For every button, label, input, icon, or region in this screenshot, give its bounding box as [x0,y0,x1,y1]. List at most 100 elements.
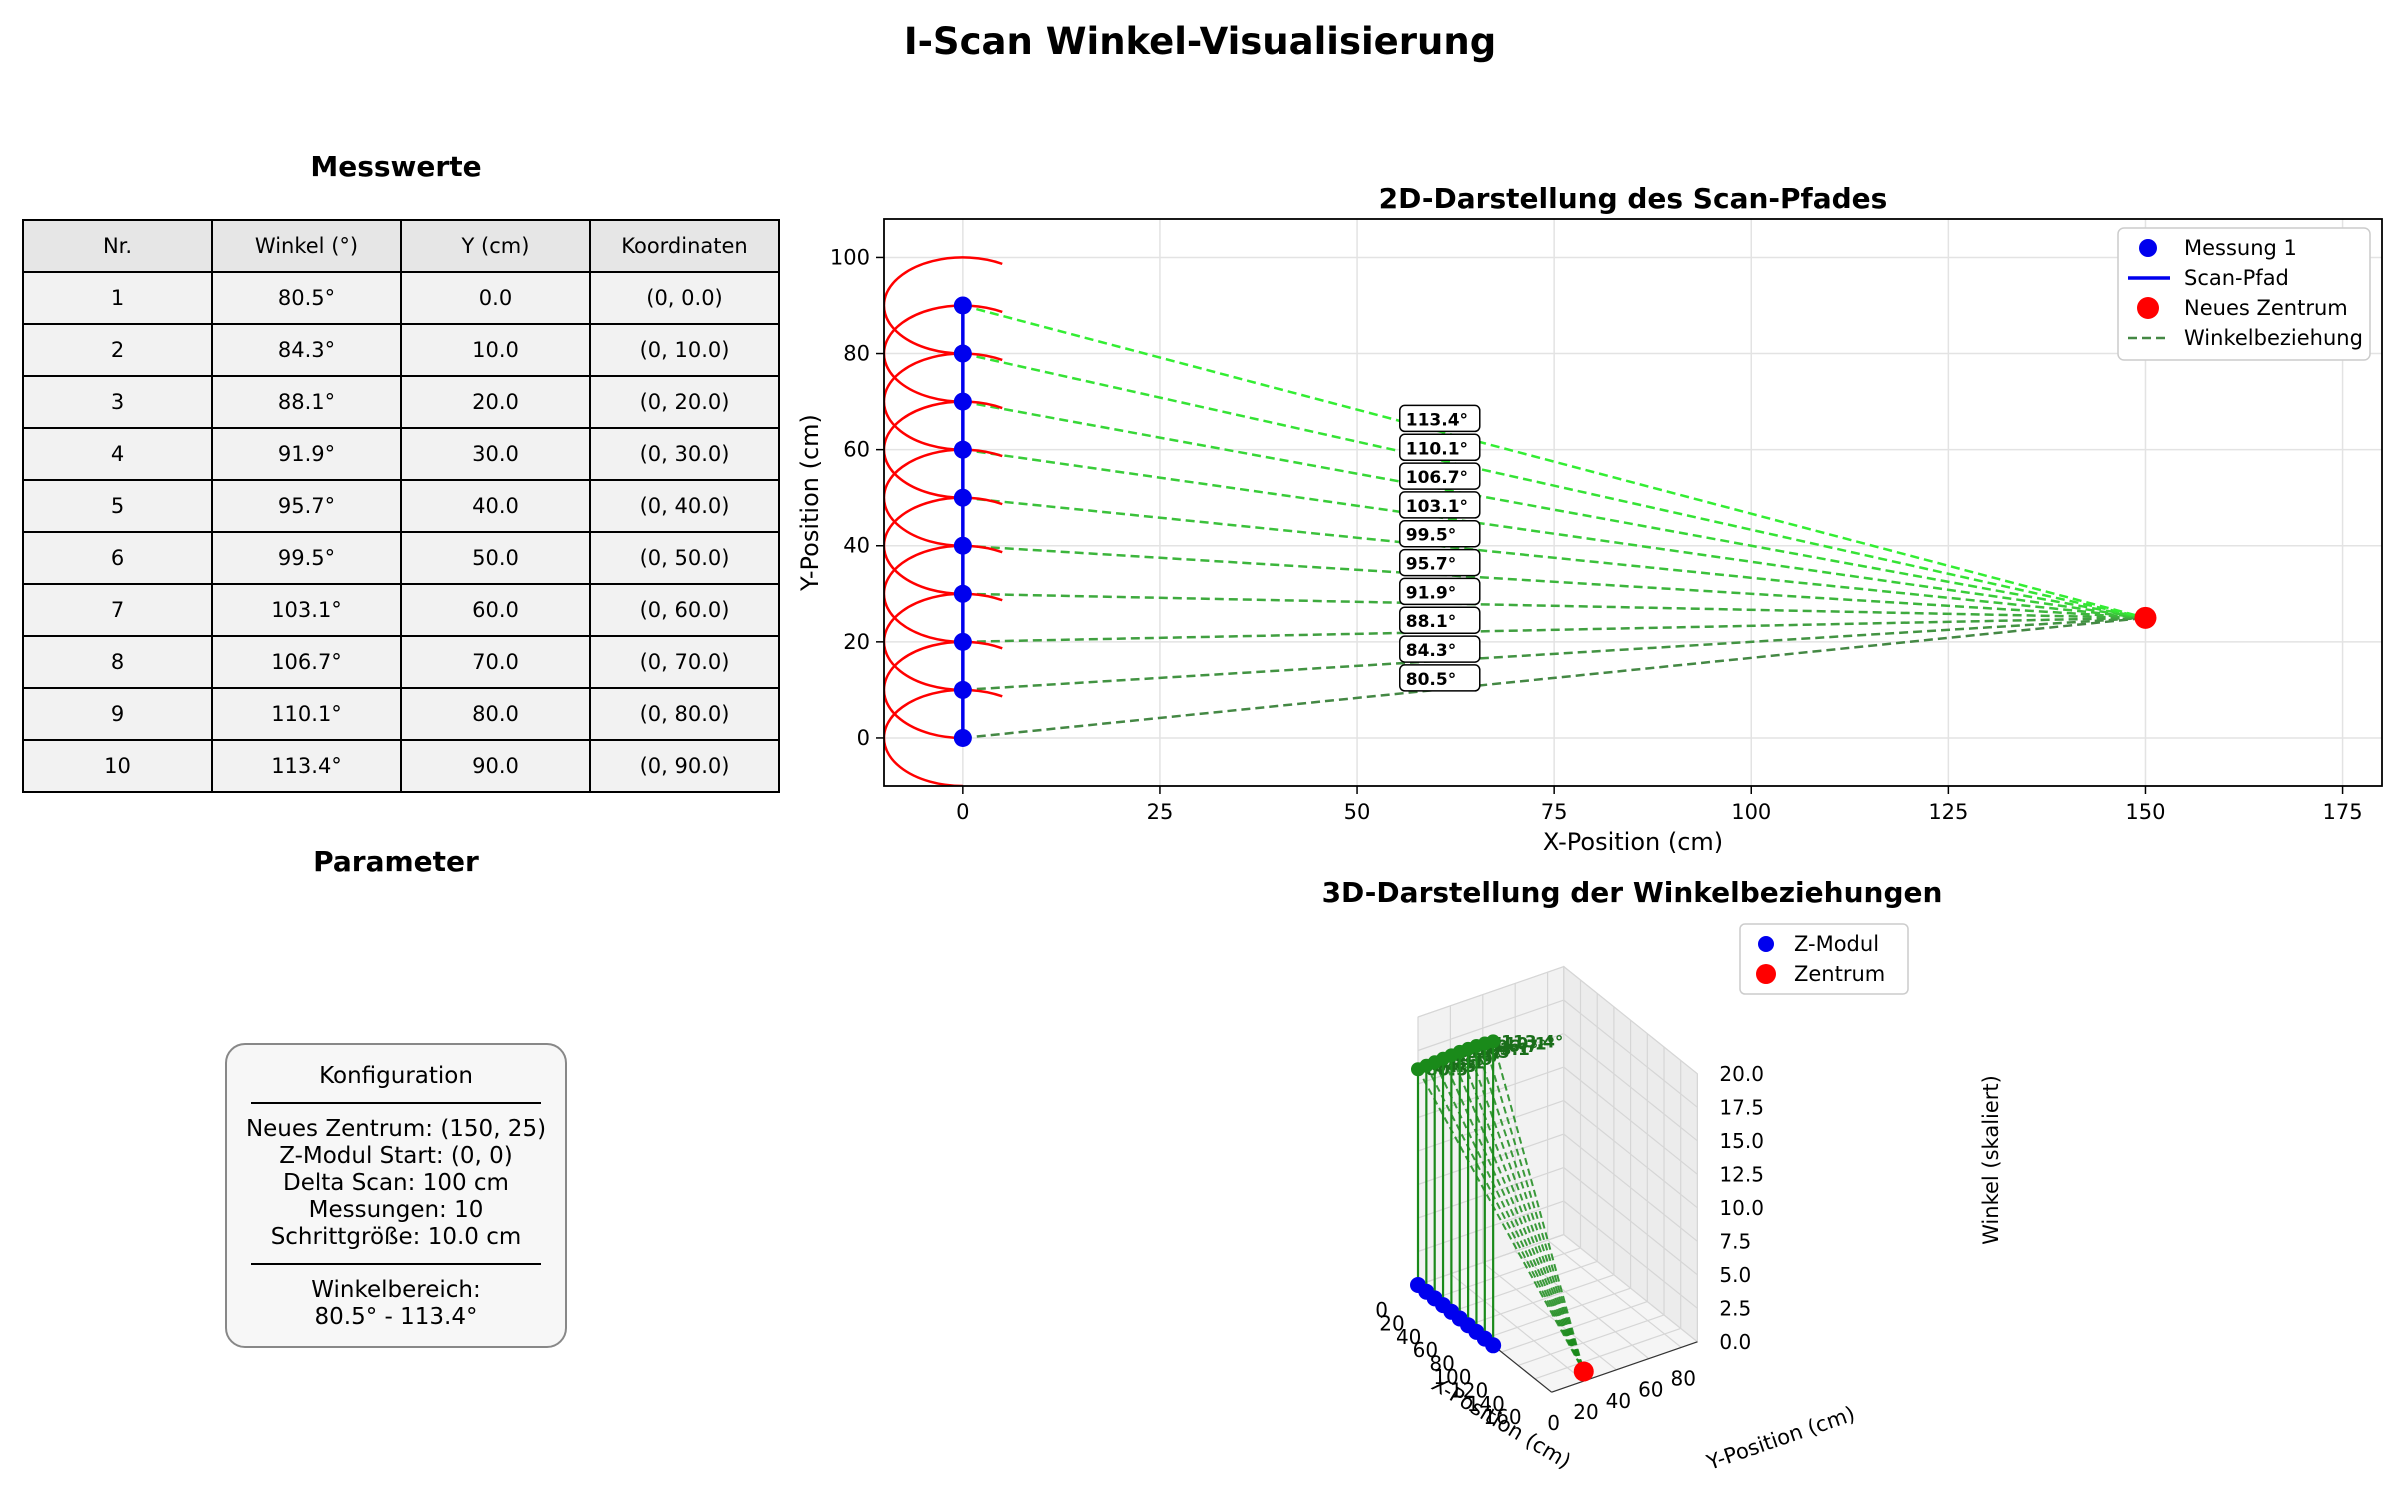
relation-line-3d [1458,1051,1585,1372]
relation-line [962,352,2146,620]
legend-box [1739,923,1909,995]
y-tick-label: 60 [843,438,870,462]
table-cell: (0, 50.0) [589,531,780,585]
z-tick-label: 0.0 [1719,1330,1751,1354]
legend-marker-point [2139,239,2157,257]
z-modul-point [1485,1337,1502,1354]
angle-label-box [1399,664,1481,692]
table-cell: 91.9° [211,427,402,481]
table-cell: (0, 20.0) [589,375,780,429]
legend-marker-center [2137,297,2159,319]
z-tick-label: 10.0 [1719,1196,1764,1220]
table-row: 6 99.5° 50.0 (0, 50.0) [22,531,780,585]
x-tick-label: 120 [1450,1378,1488,1402]
x-tick-label: 25 [1147,800,1174,824]
table-cell: 50.0 [400,531,591,585]
table-cell: 10 [22,739,213,793]
x-tick-label: 175 [2323,800,2363,824]
table-cell: 6 [22,531,213,585]
table-cell: 84.3° [211,323,402,377]
table-cell: (0, 10.0) [589,323,780,377]
x-tick-label: 40 [1396,1325,1421,1349]
table-cell: 3 [22,375,213,429]
y-tick-label: 60 [1638,1378,1663,1402]
angle-label: 84.3° [1406,641,1456,661]
relation-line-3d [1467,1048,1585,1372]
x-tick-label: 100 [1731,800,1771,824]
scan-path-2d-chart: 2D-Darstellung des Scan-Pfades 0 25 50 75 100… [796,182,2383,856]
page-title: I-Scan Winkel-Visualisierung [903,20,1497,63]
legend-label: Winkelbeziehung [2184,326,2363,350]
relation-line [962,400,2146,620]
table-cell: 80.0 [400,687,591,741]
chart-2d-title: 2D-Darstellung des Scan-Pfades [1379,182,1888,215]
table-row: 9 110.1° 80.0 (0, 80.0) [22,687,780,741]
table-cell: 60.0 [400,583,591,637]
table-cell: (0, 40.0) [589,479,780,533]
measurement-point [953,680,972,699]
table-cell: 4 [22,427,213,481]
angle-arc [884,256,1003,355]
table-cell: 7 [22,583,213,637]
grid-line-z [1417,965,1698,1075]
legend-label: Z-Modul [1794,932,1879,956]
measurement-point [953,536,972,555]
measurement-point [953,488,972,507]
relation-line-3d [1425,1065,1585,1372]
table-cell: 80.5° [211,271,402,325]
plot-area [884,256,2157,786]
angle-label-box [1399,519,1481,548]
angle-label-box [1399,404,1481,433]
measurement-point [953,584,972,603]
parameter-title: Parameter [313,845,479,878]
angle-label-box [1399,462,1481,490]
z-tick-label: 2.5 [1719,1296,1751,1320]
relation-line [962,544,2146,620]
z-tick-label: 5.0 [1719,1263,1751,1287]
relation-line [962,616,2146,740]
measurement-point [953,440,972,459]
x-tick-label: 125 [1928,800,1968,824]
angle-label: 91.9° [1406,583,1456,603]
table-cell: 70.0 [400,635,591,689]
table-cell: (0, 90.0) [589,739,780,793]
measurement-point [953,392,972,411]
angle-arc [884,448,1003,547]
center-point [2134,606,2157,629]
column-header: Winkel (°) [211,219,402,273]
legend-marker-zentrum [1756,964,1776,984]
config-line: Z-Modul Start: (0, 0) [279,1143,513,1169]
y-tick-label: 80 [1670,1366,1695,1390]
z-tick-label: 12.5 [1719,1162,1764,1186]
legend-marker-modul [1758,936,1774,952]
x-tick-label: 0 [1375,1298,1388,1322]
table-header-row: Nr. Winkel (°) Y (cm) Koordinaten [22,219,780,273]
z-tick-label: 17.5 [1719,1095,1764,1119]
table-cell: 5 [22,479,213,533]
relation-line-3d [1492,1041,1585,1372]
table-cell: 8 [22,635,213,689]
table-cell: 90.0 [400,739,591,793]
config-line: Delta Scan: 100 cm [283,1170,509,1196]
divider [251,1102,541,1104]
y-tick-label: 80 [843,342,870,366]
table-cell: (0, 80.0) [589,687,780,741]
y-axis-label: Y-Position (cm) [1703,1402,1858,1475]
table-row: 5 95.7° 40.0 (0, 40.0) [22,479,780,533]
angle-label: 106.7° [1406,468,1468,488]
x-tick-label: 150 [2125,800,2165,824]
legend-box [2117,227,2371,361]
y-tick-label: 40 [843,534,870,558]
grid-line-z [1417,1099,1698,1209]
measurement-point [953,728,972,747]
table-cell: (0, 60.0) [589,583,780,637]
table-cell: 110.1° [211,687,402,741]
plot-frame [883,218,2383,787]
relation-line-3d [1450,1054,1585,1372]
table-title: Messwerte [310,150,482,183]
range-value: 80.5° - 113.4° [314,1304,478,1330]
grid-line-z [1417,999,1698,1108]
y-tick-label: 40 [1606,1389,1631,1413]
angle-label: 88.1° [1406,612,1456,632]
legend-label: Neues Zentrum [2184,296,2348,320]
